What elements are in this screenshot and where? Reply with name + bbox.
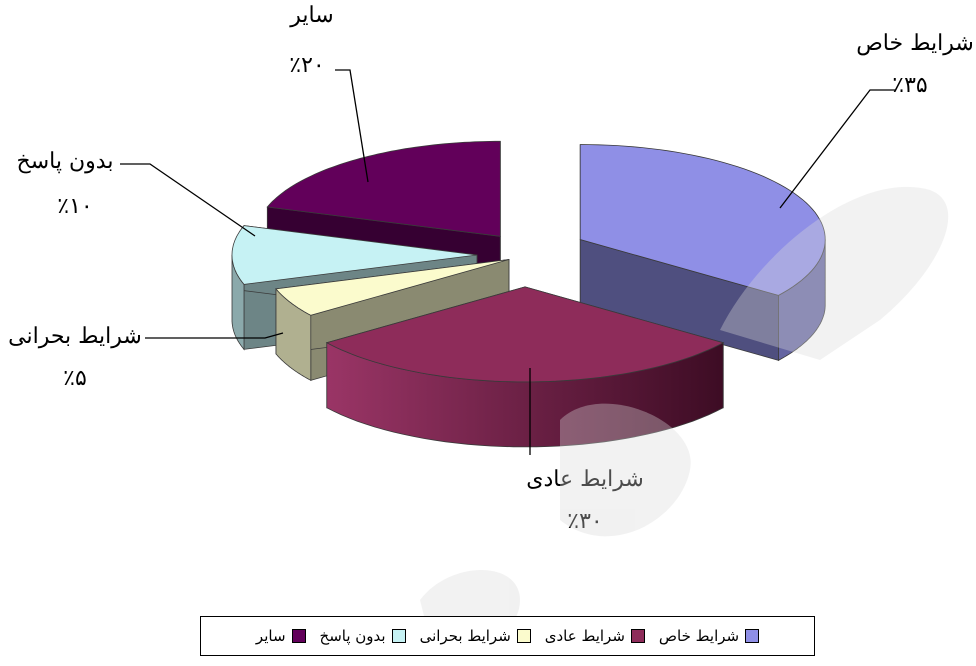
leader-line-other: [335, 69, 369, 183]
leader-line-critical: [145, 332, 284, 339]
legend-swatch-normal: [630, 629, 645, 643]
slice-percent-other: ٪۲۰: [289, 53, 324, 78]
legend-item: شرایط بحرانی: [420, 627, 531, 645]
pie-slice-top: [275, 259, 510, 316]
legend-item: شرایط عادی: [545, 627, 645, 645]
pie-slice-top: [325, 286, 725, 383]
slice-label-other: سایر: [289, 3, 333, 28]
slice-percent-critical: ٪۵: [63, 366, 87, 391]
slice-label-no-answer: بدون پاسخ: [17, 149, 114, 174]
slice-percent-no-answer: ٪۱۰: [57, 194, 92, 219]
pie-slice-top: [266, 140, 501, 237]
legend-swatch-special: [745, 629, 760, 643]
legend-label-special: شرایط خاص: [658, 627, 740, 645]
legend-item: سایر: [256, 627, 306, 645]
slice-percent-special: ٪۳۵: [892, 73, 927, 98]
pie-slice-top: [579, 144, 826, 296]
legend-label-normal: شرایط عادی: [544, 627, 625, 645]
slice-label-critical: شرایط بحرانی: [8, 324, 142, 349]
leader-line-special: [779, 89, 895, 209]
legend-item: شرایط خاص: [658, 627, 760, 645]
legend-swatch-no-answer: [391, 629, 406, 643]
legend-swatch-critical: [516, 629, 531, 643]
pie-slice-top: [231, 225, 478, 285]
legend-label-other: سایر: [255, 627, 286, 645]
legend-item: بدون پاسخ: [320, 627, 406, 645]
pie-slice-special: [579, 144, 826, 362]
legend-label-critical: شرایط بحرانی: [419, 627, 511, 645]
slice-label-special: شرایط خاص: [856, 31, 974, 56]
leader-line-no-answer: [120, 163, 256, 237]
chart-legend: شرایط خاص شرایط عادی شرایط بحرانی بدون پ…: [200, 616, 815, 656]
slice-label-normal: شرایط عادی: [526, 467, 644, 492]
legend-swatch-other: [291, 629, 306, 643]
pie-slice-normal: [325, 286, 725, 448]
legend-label-no-answer: بدون پاسخ: [319, 627, 386, 645]
slice-percent-normal: ٪۳۰: [567, 509, 602, 534]
